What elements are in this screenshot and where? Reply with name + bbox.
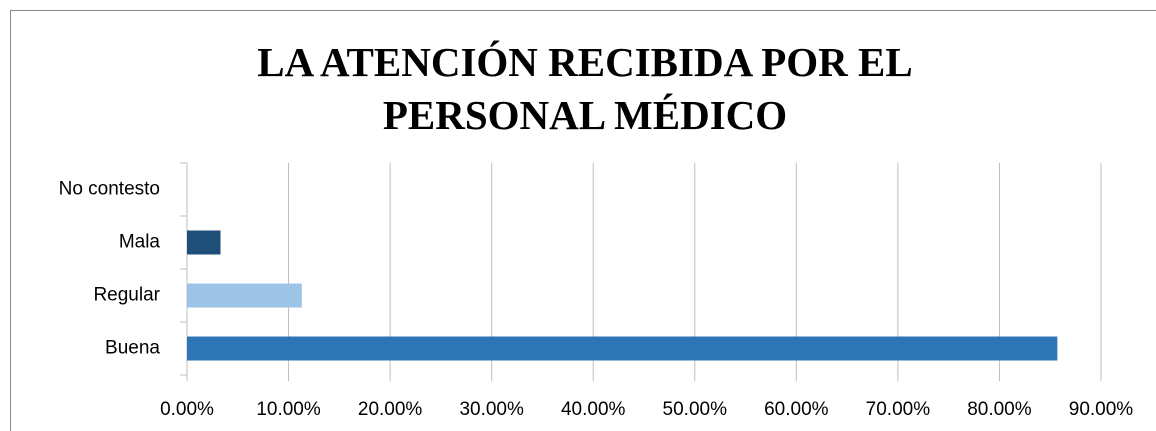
bar <box>187 230 221 255</box>
x-tick-label: 30.00% <box>459 399 524 420</box>
x-tick-label: 10.00% <box>256 399 321 420</box>
x-tick-label: 60.00% <box>764 399 829 420</box>
bar <box>187 283 302 308</box>
x-tick-label: 50.00% <box>663 399 728 420</box>
bar <box>187 336 1058 361</box>
x-tick-label: 20.00% <box>358 399 423 420</box>
x-tick-label: 0.00% <box>160 399 214 420</box>
chart-title: LA ATENCIÓN RECIBIDA POR EL PERSONAL MÉD… <box>257 39 913 138</box>
x-tick-label: 80.00% <box>967 399 1032 420</box>
y-tick-label: Buena <box>105 338 160 359</box>
x-tick-label: 70.00% <box>866 399 931 420</box>
y-tick-label: No contesto <box>59 179 160 200</box>
x-tick-label: 40.00% <box>561 399 626 420</box>
y-tick-label: Mala <box>119 232 161 253</box>
chart-border <box>10 10 1156 431</box>
x-tick-label: 90.00% <box>1069 399 1134 420</box>
y-tick-label: Regular <box>93 285 160 306</box>
